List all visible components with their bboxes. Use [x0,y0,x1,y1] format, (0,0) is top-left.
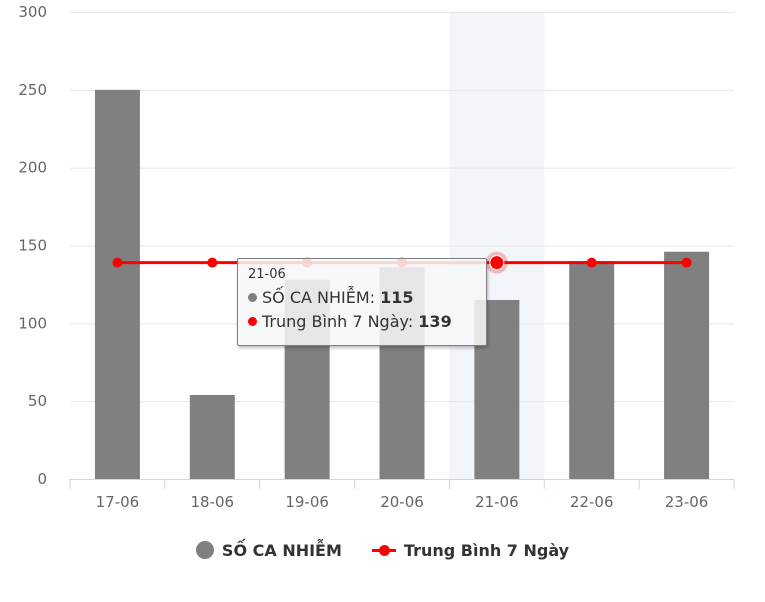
y-axis-ticks: 0 50 100 150 200 250 300 [18,3,47,488]
legend: SỐ CA NHIỄM Trung Bình 7 Ngày [0,532,765,568]
tooltip-value: 139 [418,312,452,331]
bar [664,251,710,479]
x-tick-label: 21-06 [475,493,519,511]
y-tick-label: 300 [18,3,47,21]
tooltip-header: 21-06 [248,267,286,282]
x-tick-label: 23-06 [665,493,709,511]
line-point [489,255,505,271]
line-point [207,257,218,268]
y-tick-label: 50 [28,392,47,410]
line-marker-icon [371,541,396,559]
line-point [586,257,597,268]
legend-label: Trung Bình 7 Ngày [403,540,570,560]
line-point [112,257,123,268]
legend-item-average[interactable]: Trung Bình 7 Ngày [371,540,570,560]
bar [94,89,140,479]
bar [569,261,615,479]
line-point [681,257,692,268]
tooltip-label: SỐ CA NHIỄM: [262,288,381,307]
legend-label: SỐ CA NHIỄM [221,540,342,560]
y-tick-label: 150 [18,237,47,255]
tooltip-row-cases: SỐ CA NHIỄM: 115 [248,286,476,310]
y-tick-label: 250 [18,81,47,99]
tooltip-bullet-icon [248,317,257,326]
legend-item-cases[interactable]: SỐ CA NHIỄM [195,540,342,560]
circle-icon [195,541,214,559]
x-tick-label: 20-06 [380,493,424,511]
x-axis [69,479,735,489]
x-tick-label: 18-06 [190,493,234,511]
tooltip-label: Trung Bình 7 Ngày: [262,312,419,331]
x-tick-label: 19-06 [285,493,329,511]
tooltip-bullet-icon [248,293,257,302]
tooltip-value: 115 [380,288,414,307]
tooltip: 21-06 SỐ CA NHIỄM: 115 Trung Bình 7 Ngày… [237,258,487,346]
y-tick-label: 100 [18,314,47,332]
y-tick-label: 0 [37,470,47,488]
tooltip-row-average: Trung Bình 7 Ngày: 139 [248,310,476,334]
x-tick-label: 17-06 [96,493,140,511]
y-tick-label: 200 [18,159,47,177]
x-axis-ticks: 17-06 18-06 19-06 20-06 21-06 22-06 23-06 [96,493,709,511]
bar [189,394,235,479]
x-tick-label: 22-06 [570,493,614,511]
